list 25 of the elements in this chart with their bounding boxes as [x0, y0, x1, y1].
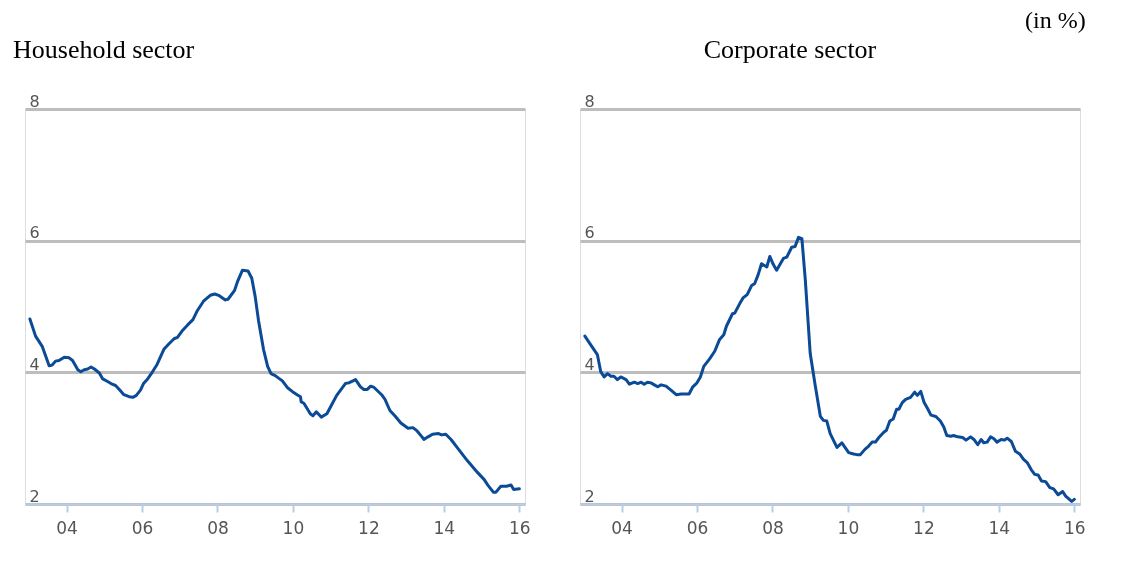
y-tick-label: 4	[29, 354, 40, 374]
y-tick-label: 2	[584, 486, 595, 506]
x-tick-label: 10	[282, 517, 305, 538]
text: (in %)	[1025, 6, 1086, 33]
x-tick-label: 06	[131, 517, 154, 538]
x-tick-label: 14	[433, 517, 456, 538]
x-tick-label: 16	[1064, 517, 1086, 538]
y-tick-label: 6	[29, 223, 40, 243]
x-tick-label: 08	[207, 517, 229, 538]
y-tick-label: 8	[29, 91, 40, 111]
chart-title: Corporate sector	[703, 35, 877, 64]
x-tick-label: 12	[913, 517, 935, 538]
x-tick-label: 16	[509, 517, 531, 538]
chart-title: Household sector	[13, 35, 195, 64]
x-tick-label: 14	[988, 517, 1011, 538]
y-tick-label: 2	[29, 486, 40, 506]
x-tick-label: 12	[358, 517, 380, 538]
x-tick-label: 06	[686, 517, 709, 538]
y-tick-label: 8	[584, 91, 595, 111]
x-tick-label: 08	[762, 517, 784, 538]
x-tick-label: 04	[56, 517, 78, 538]
y-tick-label: 6	[584, 223, 595, 243]
x-tick-label: 04	[611, 517, 633, 538]
x-tick-label: 10	[837, 517, 860, 538]
y-tick-label: 4	[584, 354, 595, 374]
